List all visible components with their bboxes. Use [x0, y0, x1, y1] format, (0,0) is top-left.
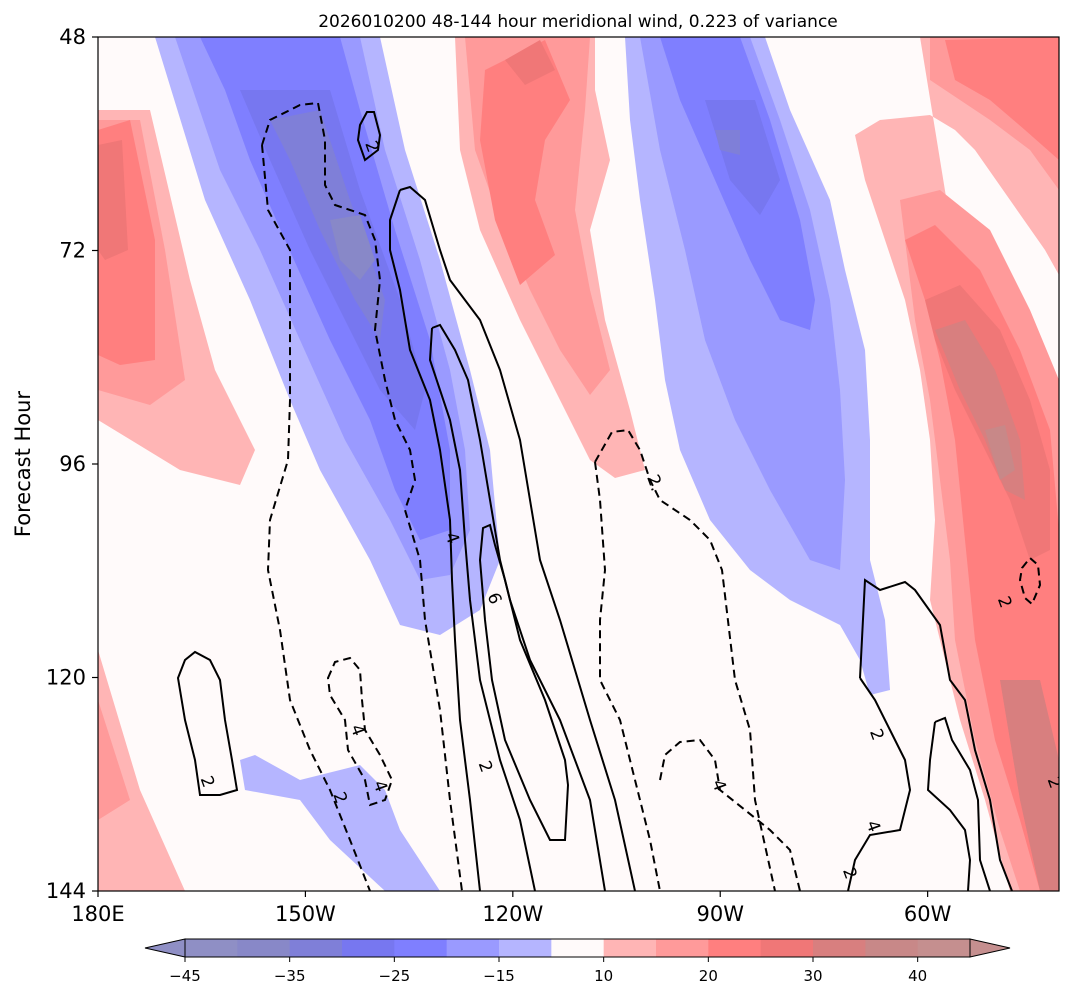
fill-blue-left-center	[330, 215, 375, 280]
colorbar-tick-label: −45	[169, 967, 201, 985]
y-axis: 48 72 96 120 144	[46, 25, 98, 903]
colorbar-segment	[708, 939, 762, 957]
contour-label: 2.	[642, 472, 666, 494]
colorbar-tick-label: −15	[483, 967, 515, 985]
chart-title: 2026010200 48-144 hour meridional wind, …	[318, 12, 838, 32]
contour-pos-right-outer-b	[847, 677, 912, 891]
fill-red-far-left-core	[98, 140, 128, 260]
x-tick-label: 90W	[696, 902, 744, 926]
colorbar-tick-label: −35	[274, 967, 306, 985]
colorbar-segment	[917, 939, 971, 957]
fill-red-bottom-left	[98, 650, 185, 891]
fill-blue-bottom	[240, 755, 440, 891]
colorbar-tick-label: 40	[908, 967, 927, 985]
colorbar-segment	[289, 939, 343, 957]
colorbar-segment	[865, 939, 919, 957]
y-axis-label: Forecast Hour	[11, 391, 35, 537]
colorbar-extend-max	[969, 938, 1011, 958]
fill-blue-left-core	[270, 110, 385, 340]
contour-pos-main-a	[399, 185, 636, 891]
colorbar-segment	[760, 939, 814, 957]
colorbar-segment	[603, 939, 657, 957]
positive-contours	[176, 111, 1013, 891]
contour-lines	[176, 101, 1042, 891]
colorbar-frame	[184, 938, 971, 958]
x-tick-label: 150W	[275, 902, 336, 926]
contour-pos-right-outer	[859, 578, 1013, 891]
fill-red-middle-core	[505, 40, 555, 85]
fill-blue-left-darker	[240, 90, 425, 430]
y-tick-label: 72	[59, 239, 86, 263]
colorbar-tick-label: 20	[699, 967, 718, 985]
y-tick-label: 48	[59, 25, 86, 49]
colorbar: −45 −35 −25 −15 10 20 30 40	[144, 938, 1011, 985]
fill-blue-right-mid	[640, 37, 845, 570]
contour-pos-right-inner	[934, 716, 991, 891]
contour-neg-mid-b	[594, 461, 661, 891]
contour-neg-left-west	[261, 144, 371, 891]
fill-red-right-dark	[905, 37, 1059, 891]
fill-red-right-inner	[985, 425, 1015, 480]
contour-neg-mid-loop	[659, 738, 801, 891]
colorbar-segment	[813, 939, 866, 957]
colorbar-segment	[342, 939, 395, 957]
fill-red-middle-dark	[480, 40, 570, 285]
colorbar-tick-label: 30	[803, 967, 822, 985]
colorbar-extend-min	[144, 938, 186, 958]
y-tick-label: 120	[46, 666, 86, 690]
colorbar-segment	[499, 939, 552, 957]
colorbar-segment	[446, 939, 500, 957]
contour-pos-main-b	[389, 189, 481, 891]
fill-blue-left-dark	[200, 37, 450, 540]
colorbar-segment	[185, 939, 238, 957]
contour-neg-left-outer	[261, 101, 463, 891]
fill-red-bottom-left-mid	[98, 700, 130, 820]
contour-pos-inner-a	[431, 323, 606, 891]
colorbar-segment	[394, 939, 448, 957]
colorbar-segment	[656, 939, 709, 957]
contour-pos-small-top	[356, 111, 382, 162]
y-tick-label: 96	[59, 452, 86, 476]
y-tick-label: 144	[46, 879, 86, 903]
x-tick-label: 60W	[904, 902, 952, 926]
contour-pos-core	[478, 523, 570, 841]
contour-neg-right-small	[1018, 556, 1042, 606]
x-tick-label: 120W	[482, 902, 543, 926]
fill-blue-right-center	[715, 130, 740, 155]
contour-pos-inner-b	[428, 327, 536, 891]
contour-pos-left-loop	[176, 650, 239, 796]
fill-blue-right-core	[705, 100, 780, 215]
contour-neg-mid-a	[594, 428, 776, 891]
fill-red-right-bottom	[1000, 680, 1059, 891]
colorbar-segment	[237, 939, 291, 957]
colorbar-segment	[551, 939, 605, 957]
colorbar-tick-label: −25	[379, 967, 411, 985]
x-tick-label: 180E	[71, 902, 124, 926]
filled-contours	[98, 37, 1059, 891]
colorbar-tick-label: 10	[594, 967, 613, 985]
contour-pos-right-inner-b	[926, 721, 972, 891]
x-axis: 180E 150W 120W 90W 60W	[71, 891, 952, 926]
negative-contours	[261, 101, 1042, 891]
